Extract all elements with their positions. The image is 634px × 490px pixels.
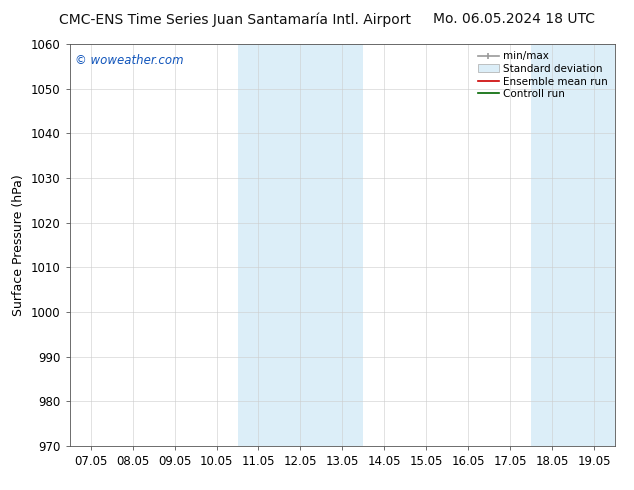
Bar	[238, 44, 363, 446]
Text: Mo. 06.05.2024 18 UTC: Mo. 06.05.2024 18 UTC	[432, 12, 595, 26]
Y-axis label: Surface Pressure (hPa): Surface Pressure (hPa)	[13, 174, 25, 316]
Text: CMC-ENS Time Series Juan Santamaría Intl. Airport: CMC-ENS Time Series Juan Santamaría Intl…	[58, 12, 411, 27]
Bar	[531, 44, 615, 446]
Text: © woweather.com: © woweather.com	[75, 54, 184, 67]
Legend: min/max, Standard deviation, Ensemble mean run, Controll run: min/max, Standard deviation, Ensemble me…	[476, 49, 610, 101]
